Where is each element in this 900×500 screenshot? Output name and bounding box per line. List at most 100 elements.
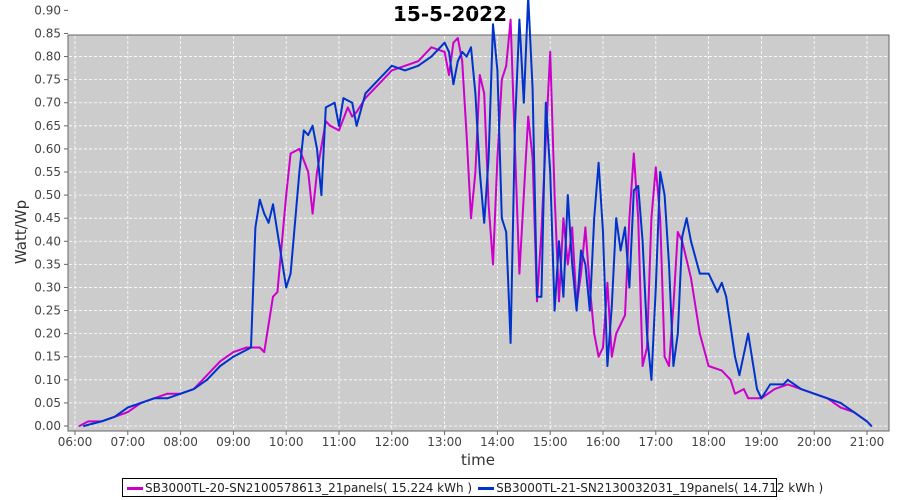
data-point <box>681 235 684 238</box>
data-point <box>307 171 310 173</box>
data-point <box>531 157 534 160</box>
data-point <box>289 152 292 155</box>
data-point <box>690 240 692 243</box>
data-point <box>364 92 367 95</box>
data-point <box>690 277 692 280</box>
x-tick-label: 09:00 <box>216 435 251 449</box>
data-point <box>456 37 459 39</box>
data-point <box>351 115 354 118</box>
data-point <box>496 69 499 72</box>
data-point <box>346 106 349 109</box>
data-point <box>742 388 745 390</box>
data-point <box>474 92 477 95</box>
data-point <box>654 166 657 169</box>
data-point <box>461 51 464 53</box>
data-point <box>606 281 609 284</box>
data-point <box>571 226 574 229</box>
data-point <box>316 148 318 150</box>
data-point <box>307 134 310 136</box>
data-point <box>584 226 587 229</box>
data-point <box>78 425 81 427</box>
data-point <box>417 64 420 67</box>
data-point <box>624 226 626 229</box>
data-point <box>342 97 345 100</box>
data-point <box>263 212 266 215</box>
x-tick-label: 14:00 <box>480 435 515 449</box>
data-point <box>654 286 657 289</box>
data-point <box>531 87 534 90</box>
data-point <box>773 388 776 390</box>
data-point <box>558 300 560 303</box>
data-point <box>496 157 499 160</box>
data-point <box>355 111 358 113</box>
x-tick-label: 19:00 <box>744 435 779 449</box>
data-point <box>470 217 472 220</box>
data-point <box>624 314 626 317</box>
data-point <box>839 402 842 404</box>
data-point <box>540 231 543 233</box>
data-point <box>549 51 552 53</box>
data-point <box>509 18 512 21</box>
data-point <box>676 332 679 335</box>
data-point <box>390 69 393 72</box>
data-point <box>443 41 446 44</box>
data-point <box>478 74 481 76</box>
y-tick-label: 0.15 <box>34 350 61 364</box>
data-point <box>465 55 468 58</box>
data-point <box>250 346 252 349</box>
data-point <box>536 300 538 303</box>
data-point <box>100 420 103 423</box>
y-tick-label: 0.05 <box>34 396 61 410</box>
data-point <box>747 332 750 335</box>
data-point <box>87 420 90 423</box>
data-point <box>285 286 288 289</box>
data-point <box>602 231 604 233</box>
data-point <box>751 360 754 363</box>
data-point <box>82 425 85 427</box>
data-point <box>602 346 604 349</box>
data-point <box>782 383 785 386</box>
data-point <box>540 295 543 298</box>
data-point <box>219 360 222 363</box>
data-point <box>522 194 525 197</box>
data-point <box>571 263 574 266</box>
y-tick-label: 0.80 <box>34 50 61 64</box>
data-point <box>505 64 508 67</box>
data-point <box>852 411 855 414</box>
data-point <box>698 272 701 275</box>
data-point <box>500 78 503 81</box>
y-axis-label: Watt/Wp <box>12 200 30 264</box>
y-tick-label: 0.20 <box>34 327 61 341</box>
data-point <box>241 351 244 354</box>
x-tick-label: 06:00 <box>58 435 93 449</box>
data-point <box>619 323 622 326</box>
data-point <box>298 148 301 150</box>
data-point <box>377 78 380 81</box>
data-point <box>492 263 494 266</box>
data-point <box>470 46 472 49</box>
data-point <box>562 217 565 220</box>
data-point <box>786 378 789 381</box>
data-point <box>769 383 772 386</box>
data-point <box>448 74 450 76</box>
data-point <box>153 397 156 400</box>
data-point <box>800 388 802 390</box>
y-tick-label: 0.40 <box>34 234 61 248</box>
data-point <box>276 231 279 233</box>
data-point <box>245 346 248 349</box>
data-point <box>676 231 679 233</box>
data-point <box>487 203 490 206</box>
data-point <box>285 194 288 197</box>
data-point <box>650 378 653 381</box>
x-tick-label: 08:00 <box>163 435 198 449</box>
data-point <box>637 217 640 220</box>
data-point <box>377 83 380 86</box>
data-point <box>720 281 723 284</box>
data-point <box>698 332 701 335</box>
data-point <box>492 23 494 26</box>
data-point <box>536 295 538 298</box>
data-point <box>430 55 433 58</box>
data-point <box>232 355 235 358</box>
data-point <box>483 92 486 95</box>
